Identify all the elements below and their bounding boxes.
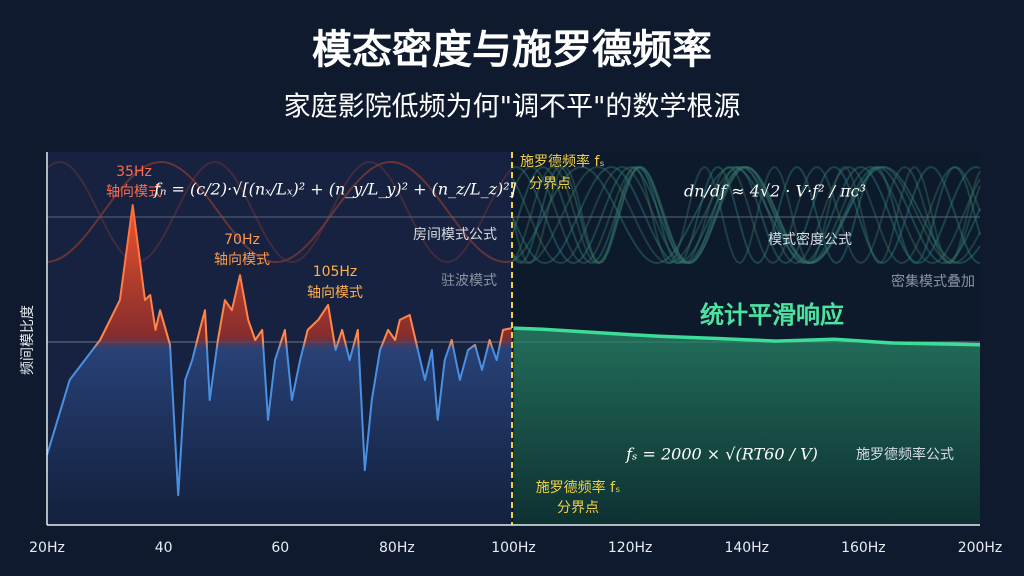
wave (511, 165, 981, 265)
annotation: 统计平滑响应 (700, 301, 844, 329)
x-tick-label: 120Hz (608, 540, 653, 556)
area (513, 328, 980, 525)
wave (511, 165, 981, 265)
annotation: 施罗德频率公式 (856, 446, 954, 463)
line (46, 204, 513, 497)
wave (511, 165, 981, 265)
wave (511, 165, 981, 265)
x-tick-label: 20Hz (29, 540, 65, 556)
plot (46, 204, 981, 525)
title: 模态密度与施罗德频率 (312, 27, 712, 73)
formula: fₛ = 2000 × √(RT60 / V) (625, 445, 818, 464)
subtitle: 家庭影院低频为何"调不平"的数学根源 (284, 92, 741, 123)
y-axis-label: 频间模比度 (20, 305, 36, 375)
x-tick-label: 140Hz (724, 540, 769, 556)
wave (46, 160, 513, 264)
decorative-waves (46, 160, 981, 265)
annotation: 35Hz (116, 164, 152, 180)
wave (46, 160, 513, 264)
annotation: 分界点 (529, 176, 571, 192)
formula: fₙ = (c/2)·√[(nₓ/Lₓ)² + (n_y/L_y)² + (n_… (153, 180, 517, 199)
x-tick-label: 80Hz (379, 540, 415, 556)
annotation: 驻波模式 (441, 273, 497, 289)
x-tick-label: 100Hz (491, 540, 536, 556)
annotation: 70Hz (224, 232, 260, 248)
wave (511, 165, 981, 265)
annotation: 施罗德频率 fₛ (536, 479, 621, 496)
annotation: 房间模式公式 (413, 227, 497, 243)
annotation: 密集模式叠加 (891, 273, 975, 290)
annotation: 分界点 (557, 500, 599, 516)
x-tick-label: 40 (155, 540, 173, 556)
x-tick-label: 60 (271, 540, 289, 556)
annotation: 轴向模式 (214, 252, 270, 268)
wave (511, 165, 981, 265)
line (513, 326, 981, 347)
annotation: 105Hz (313, 264, 358, 280)
wave (511, 165, 981, 265)
annotation: 施罗德频率 fₛ (520, 153, 605, 170)
wave (511, 165, 981, 265)
wave (511, 165, 981, 265)
annotation: 轴向模式 (106, 184, 162, 200)
x-tick-label: 160Hz (841, 540, 886, 556)
annotation: 模式密度公式 (768, 231, 852, 248)
annotation: 轴向模式 (307, 285, 363, 301)
area (47, 205, 512, 525)
x-tick-label: 200Hz (958, 540, 1003, 556)
formula: dn/df ≈ 4√2 · V·f² / πc³ (684, 182, 866, 201)
wave (511, 165, 981, 265)
